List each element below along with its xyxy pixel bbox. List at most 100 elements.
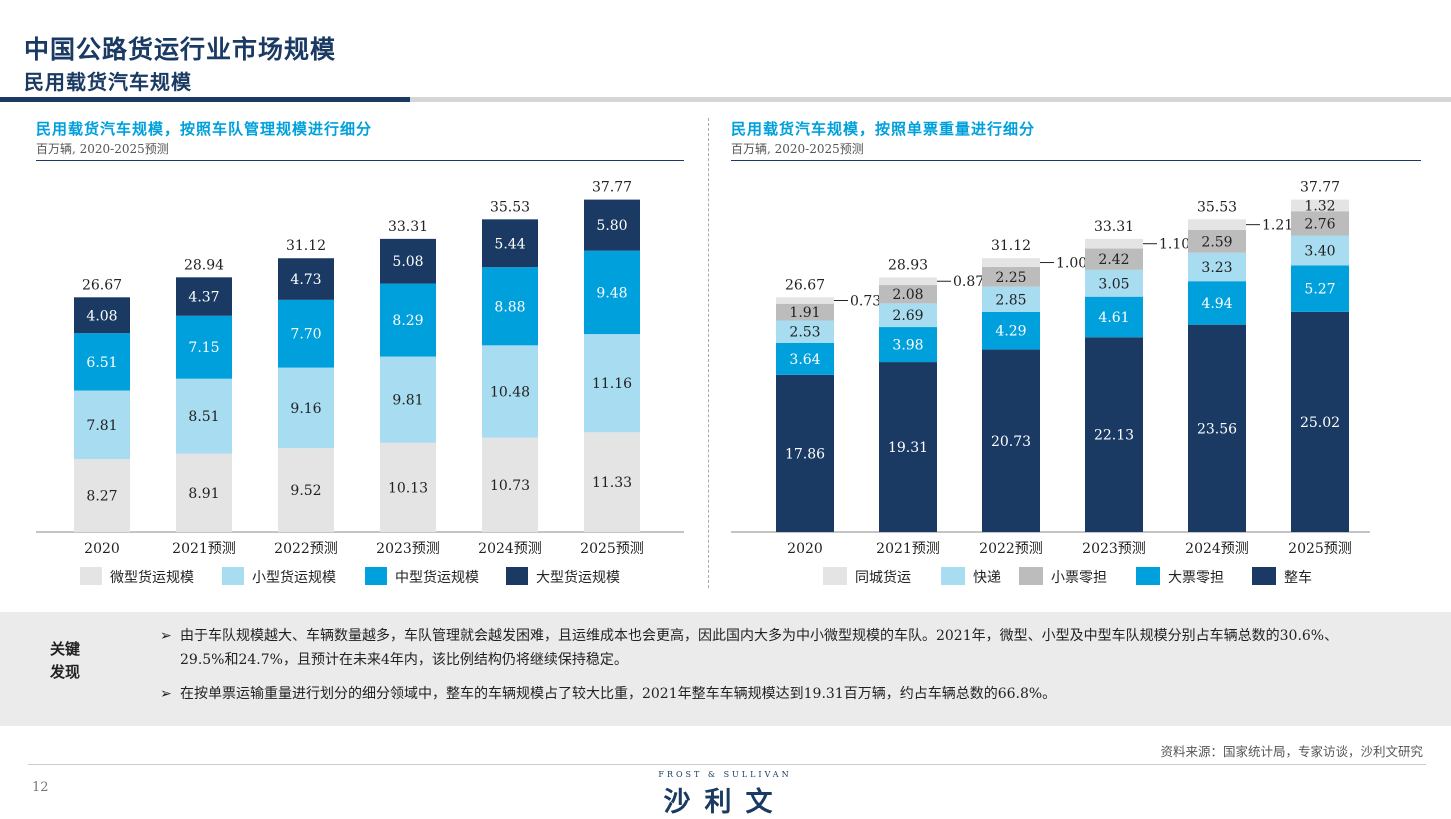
bar-segment — [74, 459, 130, 532]
bar-segment — [1085, 337, 1143, 532]
category-label: 2020 — [787, 541, 823, 557]
bar-segment — [1188, 281, 1246, 325]
chart-left-title: 民用载货汽车规模，按照车队管理规模进行细分 — [36, 120, 373, 138]
data-label: 3.23 — [1201, 260, 1232, 276]
chart-right: 17.86 3.64 2.53 1.91 0.73 26.67 2020 19.31 3.98 2… — [731, 180, 1370, 586]
chart-left-unit: 百万辆, 2020-2025预测 — [36, 142, 169, 156]
finding-item: ➢ 在按单票运输重量进行划分的细分领域中，整车的车辆规模占了较大比重，2021年… — [160, 682, 1350, 706]
finding-text: 在按单票运输重量进行划分的细分领域中，整车的车辆规模占了较大比重，2021年整车… — [180, 686, 1057, 702]
data-label: 8.88 — [494, 299, 525, 315]
key-findings-label: 关键 发现 — [50, 640, 81, 681]
category-label: 2024预测 — [478, 541, 542, 557]
logo-caption: FROST & SULLIVAN — [658, 770, 792, 779]
header-bar — [0, 97, 1451, 102]
category-label: 2023预测 — [1082, 541, 1146, 557]
data-label: 7.81 — [86, 418, 117, 434]
data-label: 11.16 — [592, 376, 632, 392]
data-label: 10.13 — [388, 480, 428, 496]
bar-segment — [1188, 252, 1246, 282]
data-label: 1.21 — [1262, 218, 1293, 234]
data-label: 10.73 — [490, 478, 530, 494]
data-label: 3.98 — [892, 338, 923, 354]
legend-swatch — [1019, 567, 1043, 585]
data-label: 4.61 — [1098, 310, 1129, 326]
total-label: 31.12 — [991, 238, 1031, 254]
data-label: 23.56 — [1197, 421, 1237, 437]
bullet-arrow-icon: ➢ — [160, 628, 172, 644]
bar-segment — [776, 374, 834, 532]
bar-segment — [176, 378, 232, 454]
bar-segment — [1085, 269, 1143, 297]
bar-segment — [278, 299, 334, 368]
legend-label: 同城货运 — [855, 569, 911, 586]
category-label: 2024预测 — [1185, 541, 1249, 557]
bar-segment — [482, 345, 538, 438]
bar-segment — [278, 448, 334, 532]
legend-swatch — [1252, 567, 1276, 585]
bar-segment — [1188, 219, 1246, 230]
bar-segment — [982, 349, 1040, 532]
legend-swatch — [823, 567, 847, 585]
key-findings-panel: 关键 发现 ➢ 由于车队规模越大、车辆数量越多，车队管理就会越发困难，且运维成本也… — [0, 612, 1451, 726]
data-label: 4.29 — [995, 324, 1026, 340]
bar-segment — [380, 283, 436, 357]
data-label: 5.80 — [596, 218, 627, 234]
data-label: 2.59 — [1201, 234, 1232, 250]
bar-segment — [176, 315, 232, 379]
legend-swatch — [365, 567, 387, 585]
data-label: 9.48 — [596, 285, 627, 301]
page-number: 12 — [32, 780, 49, 795]
bar-segment — [1291, 235, 1349, 266]
data-label: 5.08 — [392, 254, 423, 270]
total-label: 31.12 — [286, 238, 326, 254]
total-label: 33.31 — [1094, 219, 1134, 235]
bar-segment — [176, 453, 232, 532]
bar-segment — [584, 334, 640, 433]
data-label: 2.25 — [995, 270, 1026, 286]
data-label: 5.44 — [494, 236, 525, 252]
bar-segment — [584, 250, 640, 335]
data-label: 5.27 — [1304, 282, 1335, 298]
data-label: 2.76 — [1304, 216, 1335, 232]
data-label: 3.40 — [1304, 243, 1335, 259]
bar-segment — [380, 238, 436, 284]
bar-segment — [1291, 199, 1349, 212]
data-label: 25.02 — [1300, 415, 1340, 431]
data-label: 4.08 — [86, 308, 117, 324]
legend-label: 微型货运规模 — [110, 569, 194, 586]
category-label: 2025预测 — [1288, 541, 1352, 557]
legend-swatch — [506, 567, 528, 585]
bar-segment — [982, 266, 1040, 287]
bar-segment — [1085, 296, 1143, 338]
bar-segment — [776, 342, 834, 375]
total-label: 33.31 — [388, 219, 428, 235]
chart-divider — [708, 118, 709, 588]
data-label: 7.70 — [290, 327, 321, 343]
category-label: 2023预测 — [376, 541, 440, 557]
bar-segment — [584, 199, 640, 251]
bar-segment — [278, 258, 334, 300]
data-label: 22.13 — [1094, 428, 1134, 444]
chart-right-title: 民用载货汽车规模，按照单票重量进行细分 — [731, 120, 1036, 138]
data-label: 9.52 — [290, 483, 321, 499]
bar-segment — [1291, 311, 1349, 532]
data-label: 2.08 — [892, 287, 923, 303]
bar-segment — [74, 297, 130, 334]
data-label: 1.91 — [789, 305, 820, 321]
company-logo: 沙利文 — [663, 787, 787, 818]
finding-item: ➢ 由于车队规模越大、车辆数量越多，车队管理就会越发困难，且运维成本也会更高，因… — [160, 624, 1350, 672]
category-label: 2021预测 — [876, 541, 940, 557]
data-label: 7.15 — [188, 340, 219, 356]
bar-segment — [879, 277, 937, 286]
data-label: 3.05 — [1098, 276, 1129, 292]
total-label: 28.94 — [184, 257, 224, 273]
data-label: 3.64 — [789, 352, 820, 368]
chart-right-unit: 百万辆, 2020-2025预测 — [731, 142, 864, 156]
legend-label: 大票零担 — [1168, 570, 1224, 586]
bar-segment — [1291, 211, 1349, 236]
data-label: 10.48 — [490, 384, 530, 400]
data-label: 8.91 — [188, 486, 219, 502]
legend-swatch — [941, 567, 965, 585]
data-label: 0.87 — [953, 274, 984, 290]
bar-segment — [982, 258, 1040, 267]
